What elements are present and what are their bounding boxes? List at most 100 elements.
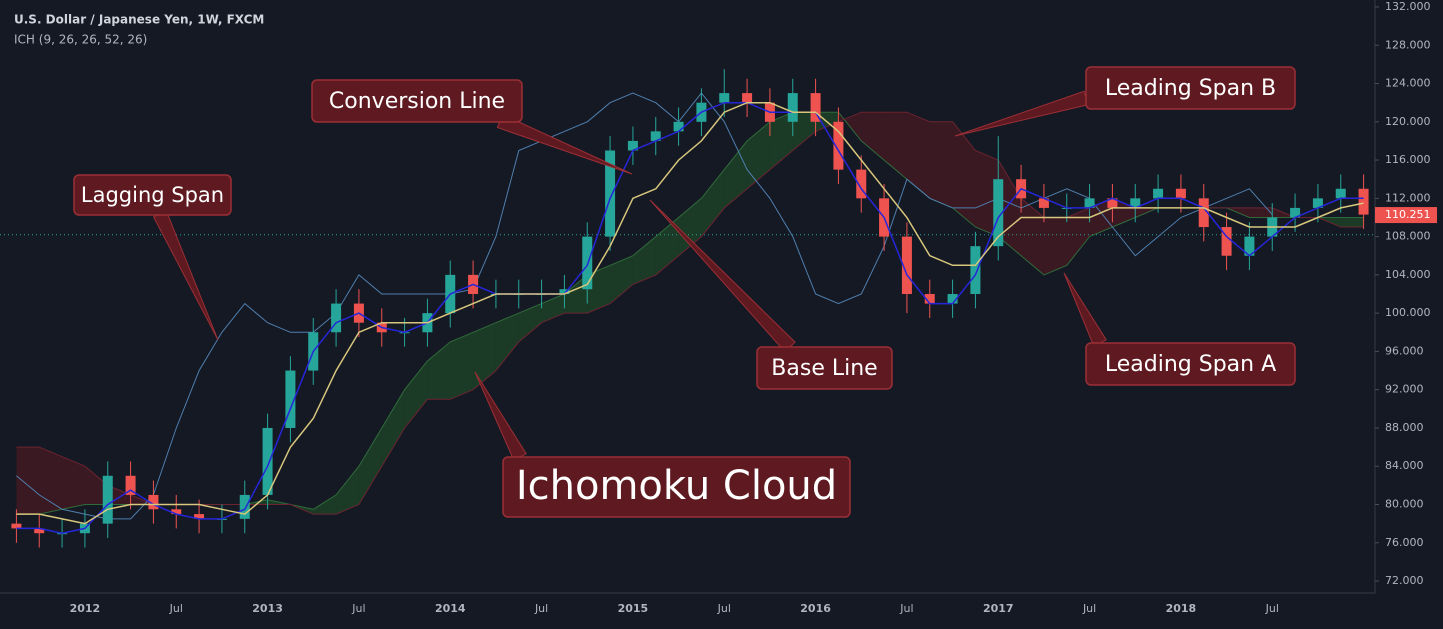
y-tick-label: 112.000 (1385, 191, 1431, 204)
candle-body (650, 131, 661, 141)
cloud-fill (678, 198, 702, 256)
x-tick-label: Jul (534, 602, 548, 615)
callout-box (756, 346, 893, 390)
cloud-fill (587, 265, 611, 314)
cloud-fill (1089, 198, 1113, 237)
cloud-fill (952, 121, 976, 228)
y-tick-label: 84.000 (1385, 459, 1424, 472)
cloud-fill (1249, 207, 1273, 218)
candle-body (787, 93, 798, 122)
candle-body (924, 294, 935, 304)
x-tick-label: Jul (1265, 602, 1279, 615)
callout-box (502, 456, 851, 518)
cloud-fill (381, 389, 405, 467)
candle-body (1244, 236, 1255, 256)
cloud-fill (701, 169, 725, 237)
line-series (16, 92, 1273, 520)
cloud-fill (1340, 217, 1364, 228)
candle-body (993, 179, 1004, 247)
y-tick-label: 72.000 (1385, 574, 1424, 587)
x-tick-label: 2017 (983, 602, 1014, 615)
line-series (16, 101, 1364, 525)
cloud-fill (564, 274, 588, 314)
x-tick-label: Jul (351, 602, 365, 615)
candle-body (34, 528, 45, 534)
callout-box (73, 174, 232, 216)
y-tick-label: 80.000 (1385, 497, 1424, 510)
candle-body (833, 121, 844, 170)
candle-body (810, 93, 821, 122)
callout-label: Leading Span A (1105, 352, 1276, 377)
cloud-fill (906, 112, 930, 199)
candle-body (1130, 198, 1141, 208)
x-tick-label: 2012 (70, 602, 101, 615)
callout-box (1085, 66, 1296, 110)
candle-body (171, 509, 182, 515)
x-tick-label: 2018 (1166, 602, 1197, 615)
y-tick-label: 96.000 (1385, 344, 1424, 357)
y-tick-label: 92.000 (1385, 383, 1424, 396)
cloud-fill (975, 150, 999, 237)
candle-body (285, 370, 296, 428)
cloud-fill (1066, 207, 1090, 266)
cloud-fill (84, 466, 108, 505)
candle-body (970, 246, 981, 295)
y-tick-label: 108.000 (1385, 230, 1431, 243)
chart-title: U.S. Dollar / Japanese Yen, 1W, FXCM (14, 13, 264, 27)
last-price-tag (1375, 207, 1437, 224)
candle-body (901, 236, 912, 295)
y-tick-label: 116.000 (1385, 153, 1431, 166)
cloud-fill (610, 255, 633, 304)
x-tick-label: 2015 (618, 602, 649, 615)
candle-body (856, 169, 867, 199)
candle-body (1153, 188, 1164, 199)
candle-body (1358, 188, 1369, 215)
x-tick-label: Jul (899, 602, 913, 615)
candle-body (11, 523, 22, 529)
cloud-fill (404, 360, 428, 428)
y-tick-label: 132.000 (1385, 0, 1431, 13)
x-tick-label: 2016 (800, 602, 831, 615)
candle-body (605, 150, 616, 237)
y-tick-label: 124.000 (1385, 77, 1431, 90)
x-tick-label: Jul (169, 602, 183, 615)
candle-body (125, 475, 136, 495)
plot-area (0, 69, 1375, 548)
cloud-fill (929, 121, 953, 208)
candle-body (194, 514, 205, 519)
candle-body (742, 93, 753, 103)
candle-body (1290, 207, 1301, 218)
x-tick-label: Jul (717, 602, 731, 615)
callout-label: Leading Span B (1105, 76, 1276, 101)
cloud-fill (541, 294, 565, 323)
y-tick-label: 104.000 (1385, 268, 1431, 281)
cloud-fill (655, 217, 679, 275)
indicator-label: ICH (9, 26, 26, 52, 26) (14, 33, 147, 47)
candle-body (582, 236, 593, 290)
cloud-fill (336, 466, 359, 515)
candle-body (102, 475, 113, 524)
cloud-fill (632, 236, 656, 285)
candle-body (1335, 188, 1346, 199)
candle-body (559, 289, 570, 295)
cloud-fill (313, 494, 337, 515)
cloud-fill (769, 112, 793, 170)
cloud-fill (1043, 217, 1067, 275)
line-series (16, 101, 1364, 534)
y-tick-label: 120.000 (1385, 115, 1431, 128)
candle-body (673, 121, 684, 132)
candle-body (331, 303, 342, 333)
y-tick-label: 128.000 (1385, 38, 1431, 51)
candle-body (262, 427, 273, 495)
cloud-fill (450, 332, 474, 400)
y-tick-label: 76.000 (1385, 536, 1424, 549)
cloud-fill (792, 112, 816, 151)
callout-box (311, 79, 523, 123)
candle-body (148, 494, 159, 510)
cloud-fill (884, 112, 907, 180)
x-tick-label: Jul (1082, 602, 1096, 615)
cloud-fill (495, 313, 519, 371)
cloud-fill (107, 485, 131, 505)
